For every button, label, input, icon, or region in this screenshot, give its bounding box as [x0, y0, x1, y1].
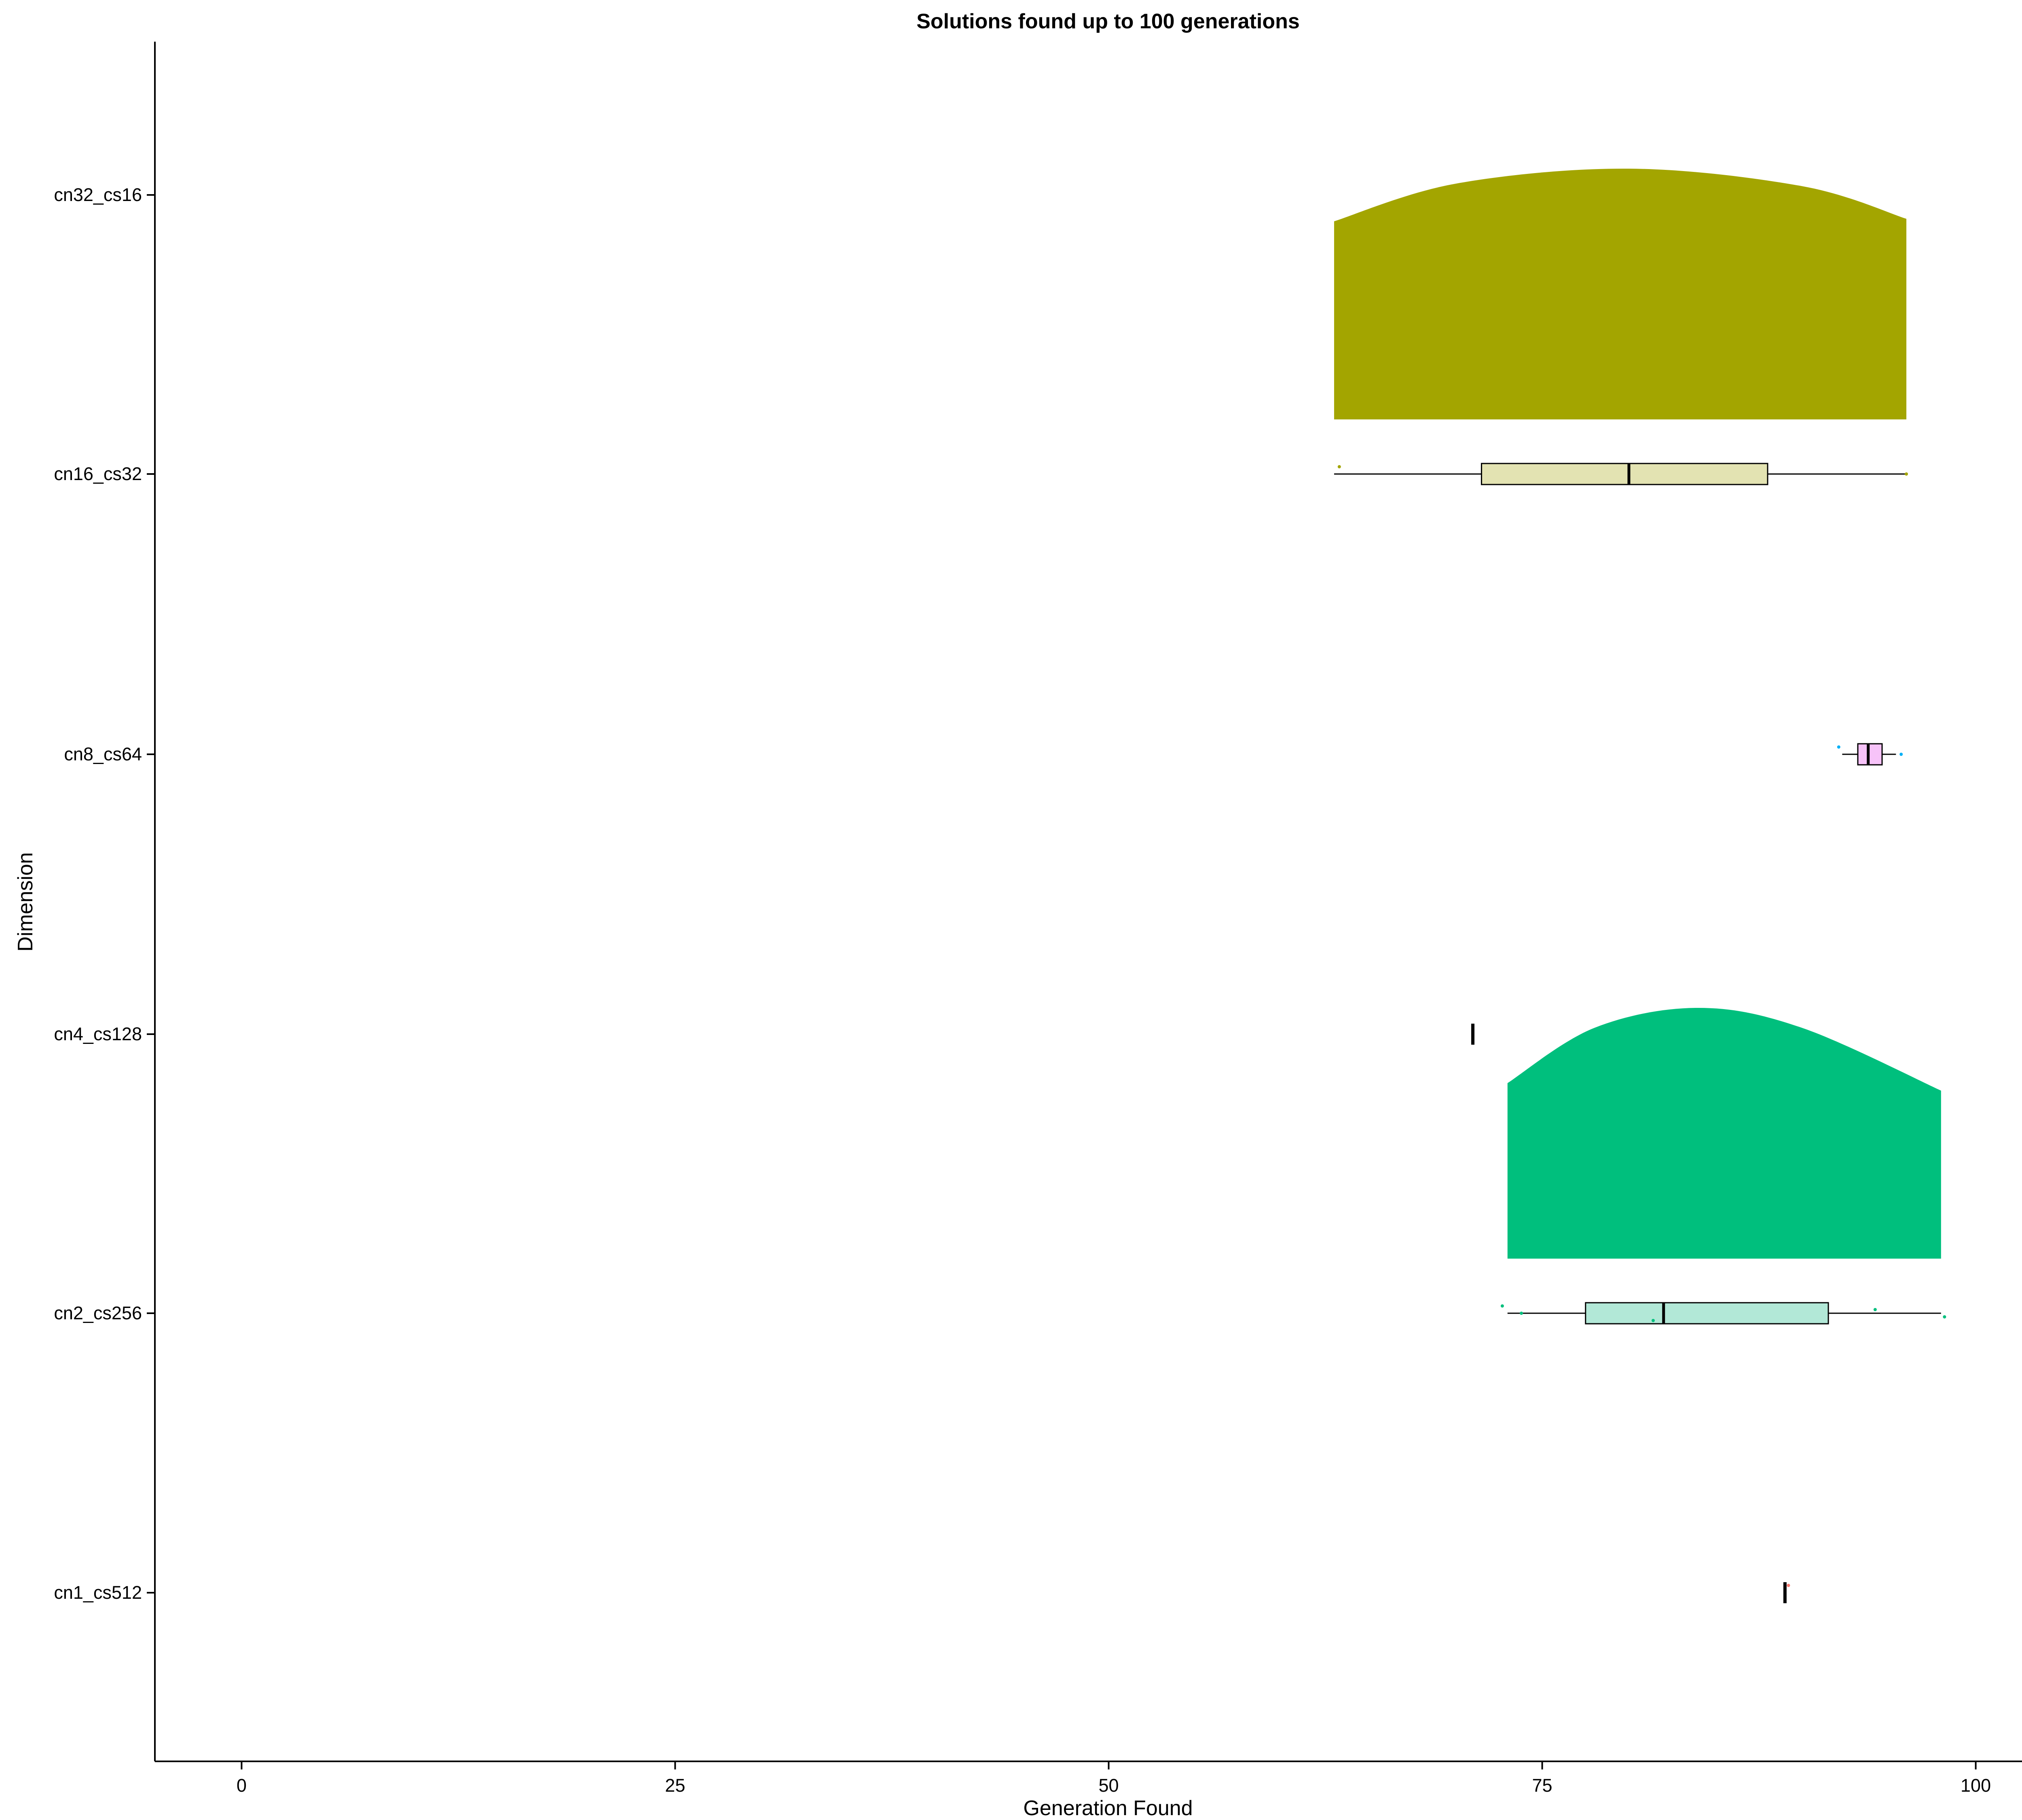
data-point	[1500, 1304, 1504, 1308]
raincloud-cn1_cs512	[1783, 1582, 1790, 1603]
y-tick-label: cn32_cs16	[54, 184, 142, 205]
x-axis-ticks: 0 25 50 75 100	[237, 1761, 1991, 1796]
raincloud-cn16_cs32	[1334, 168, 1908, 485]
y-tick-label: cn8_cs64	[64, 744, 142, 764]
data-point	[1873, 1308, 1877, 1311]
data-point	[1787, 1584, 1790, 1587]
density-area	[1507, 1008, 1941, 1259]
box-iqr	[1481, 463, 1768, 485]
y-tick-label: cn2_cs256	[54, 1303, 142, 1323]
y-tick-label: cn4_cs128	[54, 1024, 142, 1044]
density-area	[1334, 168, 1907, 419]
data-point	[1943, 1315, 1946, 1318]
data-point	[1520, 1312, 1523, 1315]
y-tick-label: cn16_cs32	[54, 463, 142, 484]
data-point	[1651, 1319, 1655, 1322]
raincloud-cn8_cs64	[1837, 743, 1903, 766]
box-iqr	[1585, 1302, 1829, 1325]
data-point	[1899, 753, 1903, 756]
plot-area	[1334, 168, 1946, 1603]
x-tick-label: 50	[1098, 1775, 1119, 1796]
x-tick-label: 75	[1532, 1775, 1552, 1796]
x-tick-label: 100	[1961, 1775, 1991, 1796]
x-tick-label: 0	[237, 1775, 247, 1796]
data-point	[1337, 465, 1341, 468]
chart-title: Solutions found up to 100 generations	[916, 10, 1300, 33]
y-axis-ticks: cn32_cs16 cn16_cs32 cn8_cs64 cn4_cs128 cn2_c…	[54, 184, 155, 1603]
raincloud-cn2_cs256	[1500, 1008, 1946, 1325]
y-axis-title: Dimension	[14, 852, 37, 952]
box-iqr	[1857, 743, 1883, 766]
y-tick-label: cn1_cs512	[54, 1582, 142, 1603]
x-tick-label: 25	[665, 1775, 685, 1796]
x-axis-title: Generation Found	[1023, 1797, 1193, 1820]
data-point	[1905, 472, 1908, 476]
data-point	[1837, 745, 1840, 749]
